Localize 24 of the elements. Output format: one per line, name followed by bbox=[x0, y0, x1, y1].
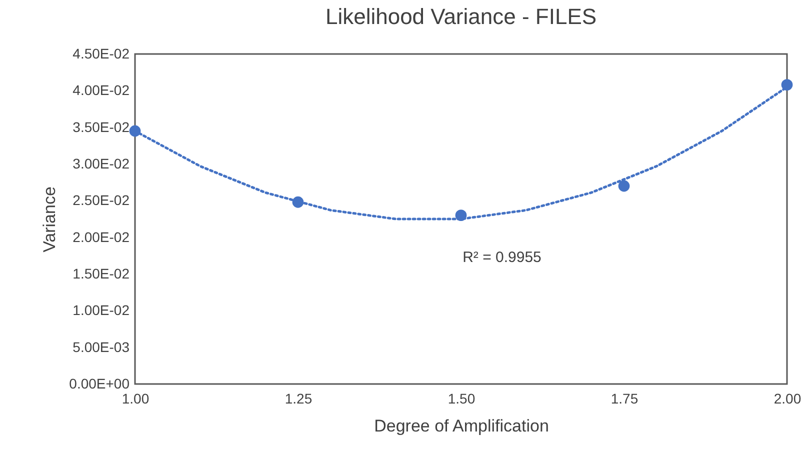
y-axis-title: Variance bbox=[40, 186, 60, 252]
chart-title: Likelihood Variance - FILES bbox=[325, 4, 597, 29]
y-tick-label: 4.50E-02 bbox=[72, 46, 130, 62]
x-tick-label: 1.25 bbox=[284, 390, 312, 406]
point bbox=[292, 196, 304, 208]
y-tick-label: 2.00E-02 bbox=[72, 228, 130, 245]
y-tick-label: 4.00E-02 bbox=[72, 82, 130, 98]
point bbox=[129, 125, 141, 137]
x-axis-title: Degree of Amplification bbox=[374, 416, 549, 436]
y-tick-label: 2.50E-02 bbox=[72, 192, 130, 208]
y-tick-label: 3.00E-02 bbox=[72, 156, 130, 172]
annotation: R² = 0.9955 bbox=[462, 249, 542, 266]
x-tick-label: 1.75 bbox=[610, 390, 638, 406]
x-tick-label: 1.50 bbox=[448, 390, 476, 406]
point bbox=[455, 210, 467, 222]
point bbox=[618, 180, 630, 192]
point bbox=[781, 79, 793, 90]
x-tick-label: 1.00 bbox=[122, 390, 150, 406]
y-tick-label: 3.50E-02 bbox=[72, 118, 130, 135]
x-tick-label: 2.00 bbox=[774, 390, 802, 406]
y-tick-label: 5.00E-03 bbox=[72, 338, 130, 355]
y-tick-label: 1.00E-02 bbox=[72, 302, 130, 318]
y-tick-label: 0.00E+00 bbox=[69, 376, 130, 392]
y-tick-label: 1.50E-02 bbox=[72, 266, 130, 282]
